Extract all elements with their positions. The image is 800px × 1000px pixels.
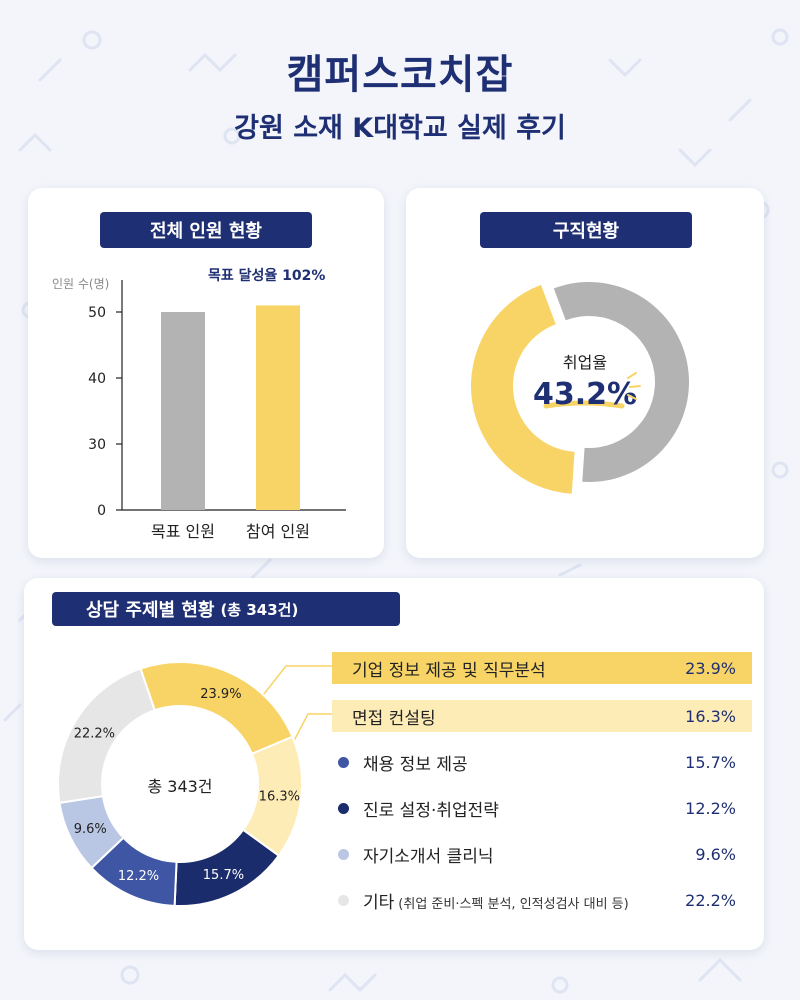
consulting-topics-title: 상담 주제별 현황 (총 343건) bbox=[52, 592, 400, 626]
legend-percent: 23.9% bbox=[685, 658, 736, 678]
consulting-topics-title-sub: (총 343건) bbox=[220, 600, 299, 619]
goal-achievement-annotation: 목표 달성율 102% bbox=[208, 267, 325, 284]
total-headcount-title: 전체 인원 현황 bbox=[100, 212, 312, 248]
legend-row-other: 기타 (취업 준비·스펙 분석, 인적성검사 대비 등) 22.2% bbox=[332, 884, 752, 916]
legend-percent: 12.2% bbox=[685, 798, 736, 818]
legend-label: 기업 정보 제공 및 직무분석 bbox=[352, 660, 546, 681]
bar-y-axis-label: 인원 수(명) bbox=[52, 277, 109, 291]
bar-0 bbox=[161, 312, 205, 510]
legend-row-career-strategy: 진로 설정·취업전략 12.2% bbox=[332, 792, 752, 824]
legend-note: (취업 준비·스펙 분석, 인적성검사 대비 등) bbox=[398, 896, 629, 912]
legend-dot bbox=[338, 756, 349, 768]
employment-donut-chart: 취업율 43.2% bbox=[470, 282, 689, 494]
consulting-topics-donut-chart: 23.9% 16.3% 15.7% 12.2% 9.6% 22.2% 총 343건 bbox=[57, 661, 332, 907]
consulting-topics-title-main: 상담 주제별 현황 bbox=[86, 600, 215, 621]
topics-total-label: 총 343건 bbox=[147, 777, 212, 796]
employment-status-title: 구직현황 bbox=[480, 212, 692, 248]
employment-rate-label: 취업율 bbox=[563, 353, 607, 372]
bar-y-tick-label: 40 bbox=[88, 371, 106, 387]
employment-slice-unemployed bbox=[553, 282, 689, 483]
bar-1 bbox=[256, 305, 300, 510]
headcount-bar-chart: 인원 수(명) 목표 달성율 102% 0 30 40 50 목표 인원 참여 인원 bbox=[52, 267, 346, 541]
employment-slice-employed bbox=[470, 284, 575, 494]
bar-y-tick-label: 0 bbox=[97, 503, 106, 519]
legend-label: 진로 설정·취업전략 bbox=[363, 800, 499, 821]
legend-label: 채용 정보 제공 bbox=[363, 754, 468, 775]
legend-row-interview: 면접 컨설팅 16.3% bbox=[332, 700, 752, 732]
bar-x-label: 목표 인원 bbox=[151, 522, 215, 541]
legend-row-cover-letter: 자기소개서 클리닉 9.6% bbox=[332, 838, 752, 870]
topic-slice-0 bbox=[139, 661, 294, 756]
legend-row-company-info: 기업 정보 제공 및 직무분석 23.9% bbox=[332, 652, 752, 684]
legend-percent: 16.3% bbox=[685, 706, 736, 726]
topic-slice-label: 23.9% bbox=[200, 687, 241, 702]
legend-label-group: 기타 (취업 준비·스펙 분석, 인적성검사 대비 등) bbox=[363, 888, 662, 913]
legend-dot bbox=[338, 848, 349, 860]
legend-dot bbox=[338, 802, 349, 814]
topic-slice-5 bbox=[57, 667, 156, 805]
legend-label: 기타 bbox=[363, 892, 395, 913]
emphasis-underline bbox=[543, 400, 625, 409]
topic-slice-label: 22.2% bbox=[74, 726, 115, 741]
bar-y-tick-label: 30 bbox=[88, 437, 106, 453]
legend-row-job-info: 채용 정보 제공 15.7% bbox=[332, 746, 752, 778]
legend-dot bbox=[338, 894, 349, 906]
legend-label: 면접 컨설팅 bbox=[352, 708, 436, 729]
legend-percent: 15.7% bbox=[685, 752, 736, 772]
bar-y-tick-label: 50 bbox=[88, 305, 106, 321]
topic-slice-label: 16.3% bbox=[259, 789, 300, 804]
legend-percent: 22.2% bbox=[685, 890, 736, 910]
consulting-topics-card: 상담 주제별 현황 (총 343건) 23.9% 16.3% 15.7% 12.2% 9… bbox=[24, 578, 764, 950]
employment-rate-value: 43.2% bbox=[533, 377, 637, 412]
brand-title: 캠퍼스코치잡 bbox=[286, 52, 514, 98]
topic-slice-label: 12.2% bbox=[118, 869, 159, 884]
leader-line-topic-0 bbox=[255, 665, 332, 705]
employment-status-card: 구직현황 취업율 43.2% bbox=[406, 188, 764, 558]
sparkle-lines bbox=[627, 372, 641, 400]
legend-label: 자기소개서 클리닉 bbox=[363, 846, 494, 867]
total-headcount-card: 전체 인원 현황 인원 수(명) 목표 달성율 102% 0 30 40 50 목표 … bbox=[28, 188, 384, 558]
legend-percent: 9.6% bbox=[695, 844, 736, 864]
bar-x-label: 참여 인원 bbox=[246, 522, 310, 541]
topic-slice-label: 9.6% bbox=[74, 822, 107, 837]
page-subtitle: 강원 소재 K대학교 실제 후기 bbox=[234, 113, 566, 144]
topic-slice-label: 15.7% bbox=[203, 868, 244, 883]
